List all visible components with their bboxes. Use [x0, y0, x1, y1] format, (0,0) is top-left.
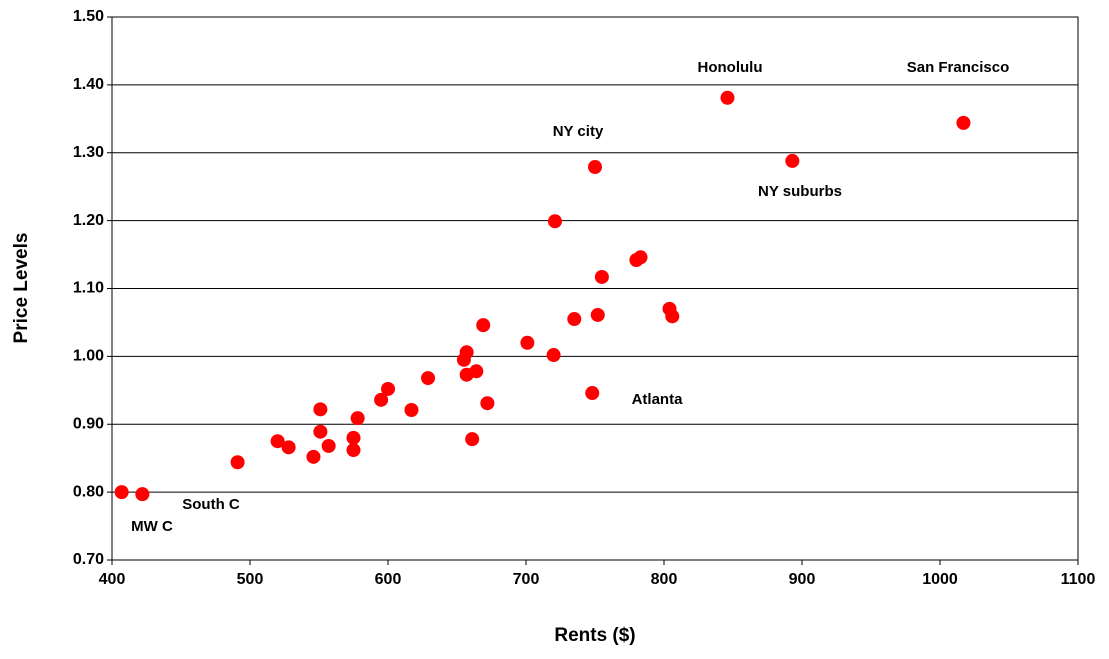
point	[346, 430, 361, 445]
x-tick-label: 900	[789, 571, 816, 588]
point	[321, 438, 336, 453]
point	[567, 312, 582, 327]
y-tick-label: 0.80	[73, 483, 104, 500]
point	[546, 348, 561, 363]
point	[588, 160, 602, 175]
x-tick-label: 500	[237, 571, 264, 588]
y-tick-label: 1.50	[73, 8, 104, 25]
point	[346, 443, 361, 458]
point	[421, 371, 436, 386]
plot-border	[111, 16, 1079, 561]
y-tick-label: 1.40	[73, 76, 104, 93]
point	[469, 364, 484, 379]
point	[459, 345, 474, 360]
y-tick-label: 1.00	[73, 348, 104, 365]
x-tick-label: 400	[99, 571, 126, 588]
x-tick-label: 800	[651, 571, 678, 588]
point	[476, 318, 491, 333]
point	[665, 309, 680, 324]
y-tick-label: 0.90	[73, 415, 104, 432]
y-tick-label: 0.70	[73, 551, 104, 568]
x-tick-label: 1100	[1061, 571, 1096, 588]
point	[281, 440, 296, 455]
point	[313, 402, 328, 417]
x-tick-label: 700	[513, 571, 540, 588]
point	[374, 392, 389, 407]
y-tick-label: 1.30	[73, 144, 104, 161]
y-axis-label: Price Levels	[11, 233, 32, 344]
point	[720, 90, 735, 105]
y-tick-label: 1.20	[73, 212, 104, 229]
point	[520, 335, 535, 350]
point	[633, 250, 648, 265]
point	[350, 411, 365, 426]
point	[313, 424, 328, 439]
x-tick-label: 600	[375, 571, 402, 588]
point	[480, 396, 495, 411]
point	[404, 402, 419, 417]
annotation: South C	[182, 496, 240, 513]
point	[585, 386, 600, 401]
point	[270, 434, 285, 449]
point	[230, 455, 245, 470]
annotation: NY suburbs	[758, 183, 842, 200]
point	[465, 432, 480, 447]
point	[135, 487, 150, 502]
point	[114, 485, 129, 500]
point	[785, 153, 800, 168]
y-tick-label: 1.10	[73, 280, 104, 297]
annotation: MW C	[131, 518, 173, 535]
annotation: Atlanta	[632, 391, 683, 408]
annotation: NY city	[553, 123, 604, 140]
point	[594, 269, 609, 284]
point	[956, 115, 971, 130]
x-axis-label: Rents ($)	[554, 625, 635, 646]
x-tick-label: 1000	[922, 571, 958, 588]
point	[547, 214, 562, 229]
annotation: San Francisco	[907, 59, 1010, 76]
point	[381, 381, 395, 396]
point	[590, 307, 605, 322]
point	[306, 449, 321, 464]
annotation: Honolulu	[698, 59, 763, 76]
